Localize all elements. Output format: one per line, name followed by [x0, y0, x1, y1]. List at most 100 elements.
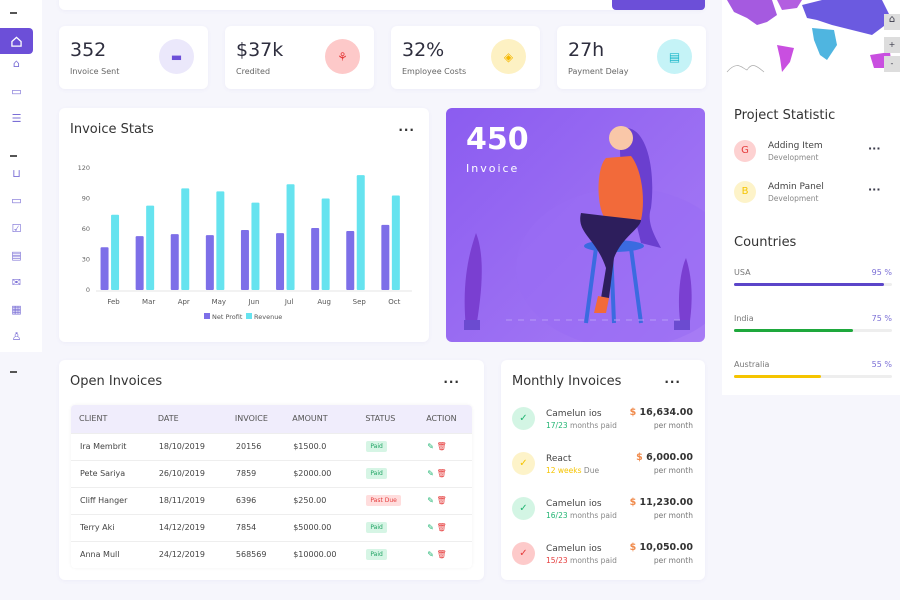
map-zoom-out-button[interactable]: -	[884, 56, 900, 72]
currency: $	[629, 542, 637, 553]
column-header: DATE	[149, 405, 227, 433]
item-progress: 12 weeks	[546, 466, 582, 475]
country-name: India	[734, 314, 754, 323]
home-outline-icon: ⌂	[13, 56, 20, 70]
more-button[interactable]: ···	[868, 142, 881, 155]
delete-icon[interactable]: 🗑	[436, 550, 447, 560]
country-item: Australia 55 %	[734, 360, 892, 378]
amount-cell: $1500.0	[284, 432, 358, 460]
sidebar-item-home[interactable]	[0, 28, 33, 54]
sidebar-item-messages[interactable]: ▭	[0, 187, 33, 213]
x-tick-label: Oct	[388, 298, 400, 306]
edit-icon[interactable]: ✎	[427, 523, 434, 532]
top-action-button[interactable]	[612, 0, 705, 10]
stat-label: Payment Delay	[568, 67, 629, 76]
status-badge: Paid	[366, 522, 387, 533]
sidebar-item-list[interactable]: ☰	[0, 105, 33, 131]
list-item[interactable]: ✓ Camelun ios 16/23 months paid $ 11,230…	[501, 497, 705, 542]
y-tick-label: 60	[82, 225, 90, 233]
stat-value: $37k	[236, 39, 284, 61]
delete-icon[interactable]: 🗑	[436, 496, 447, 505]
progress-fill	[734, 375, 821, 378]
amount-cell: $250.00	[284, 486, 358, 514]
edit-icon[interactable]: ✎	[427, 469, 434, 478]
tag-icon: ◈	[491, 39, 526, 74]
item-progress-suffix: months paid	[567, 511, 617, 520]
sidebar-item-calendar[interactable]: ▦	[0, 296, 33, 322]
delete-icon[interactable]: 🗑	[436, 523, 447, 532]
divider	[10, 371, 17, 373]
table-row: Anna Mull 24/12/2019 568569 $10000.00 Pa…	[71, 540, 472, 568]
more-button[interactable]: ...	[398, 120, 415, 134]
column-header: CLIENT	[71, 405, 150, 433]
more-button[interactable]: ...	[443, 372, 460, 386]
delete-icon[interactable]: 🗑	[436, 442, 447, 451]
delete-icon[interactable]: 🗑	[436, 469, 447, 478]
countries-title: Countries	[734, 235, 797, 250]
sidebar-item-home-outline[interactable]: ⌂	[0, 50, 33, 76]
sidebar-item-user[interactable]: ♙	[0, 323, 33, 349]
table-row: Cliff Hanger 18/11/2019 6396 $250.00 Pas…	[71, 486, 472, 514]
project-sub: Development	[768, 194, 819, 203]
item-period: per month	[653, 511, 693, 520]
x-tick-label: Apr	[178, 298, 190, 306]
client-cell: Ira Membrit	[71, 432, 150, 460]
project-name: Adding Item	[768, 141, 823, 151]
item-progress-suffix: Due	[581, 466, 600, 475]
bar-revenue	[181, 188, 190, 290]
item-progress-suffix: months paid	[567, 556, 617, 565]
coins-icon: ⚘	[325, 39, 360, 74]
divider	[10, 12, 17, 14]
more-button[interactable]: ...	[664, 372, 681, 386]
list-item[interactable]: ✓ React 12 weeks Due $ 6,000.00 per mont…	[501, 452, 705, 497]
edit-icon[interactable]: ✎	[427, 550, 434, 560]
card-title: Open Invoices	[70, 374, 163, 389]
list-item[interactable]: ✓ Camelun ios 17/23 months paid $ 16,634…	[501, 407, 705, 452]
invoice-cell: 6396	[226, 486, 285, 514]
check-icon: ✓	[512, 542, 535, 565]
date-cell: 14/12/2019	[149, 513, 227, 541]
invoices-table: CLIENT DATE INVOICE AMOUNT STATUS ACTION Ira M…	[71, 405, 472, 568]
edit-icon[interactable]: ✎	[427, 496, 434, 505]
sidebar-item-chat[interactable]: ▭	[0, 78, 33, 104]
sidebar-item-chat-check[interactable]: ☑	[0, 215, 33, 241]
map-home-button[interactable]: ⌂	[884, 14, 900, 30]
home-icon: ⌂	[888, 14, 896, 25]
amount-cell: $2000.00	[284, 459, 358, 487]
x-tick-label: Jul	[284, 298, 294, 306]
banner-value: 450	[466, 122, 529, 157]
stat-card: 32% Employee Costs ◈	[391, 26, 540, 89]
project-item[interactable]: G Adding Item Development ···	[722, 140, 900, 164]
messages-icon: ▭	[11, 193, 22, 207]
item-name: Camelun ios	[546, 544, 602, 554]
stat-card: 352 Invoice Sent ▬	[59, 26, 208, 89]
y-tick-label: 30	[82, 256, 90, 264]
country-item: India 75 %	[734, 314, 892, 332]
list-item[interactable]: ✓ Camelun ios 15/23 months paid $ 10,050…	[501, 542, 705, 587]
item-period: per month	[653, 421, 693, 430]
stat-label: Invoice Sent	[70, 67, 120, 76]
edit-icon[interactable]: ✎	[427, 442, 434, 451]
item-period: per month	[653, 466, 693, 475]
open-invoices-card: Open Invoices ... CLIENT DATE INVOICE AMOUN…	[59, 360, 484, 580]
more-button[interactable]: ···	[868, 183, 881, 196]
y-tick-label: 90	[82, 195, 90, 203]
project-avatar: G	[734, 140, 756, 162]
project-item[interactable]: B Admin Panel Development ···	[722, 181, 900, 205]
country-item: USA 95 %	[734, 268, 892, 286]
bar-revenue	[321, 198, 330, 290]
sidebar-item-cart[interactable]: ⊔	[0, 160, 33, 186]
y-tick-label: 0	[86, 286, 90, 294]
world-map[interactable]	[722, 0, 900, 78]
bar-net-profit	[135, 236, 144, 290]
item-progress-suffix: months paid	[567, 421, 617, 430]
sidebar-item-mail-open[interactable]: ✉	[0, 269, 33, 295]
map-zoom-in-button[interactable]: +	[884, 37, 900, 53]
user-icon: ♙	[11, 329, 22, 343]
bar-revenue	[146, 205, 155, 290]
sidebar-item-layout[interactable]: ▤	[0, 242, 33, 268]
table-row: Ira Membrit 18/10/2019 20156 $1500.0 Pai…	[71, 432, 472, 460]
progress-fill	[734, 329, 853, 332]
project-sub: Development	[768, 153, 819, 162]
invoice-cell: 20156	[226, 432, 285, 460]
